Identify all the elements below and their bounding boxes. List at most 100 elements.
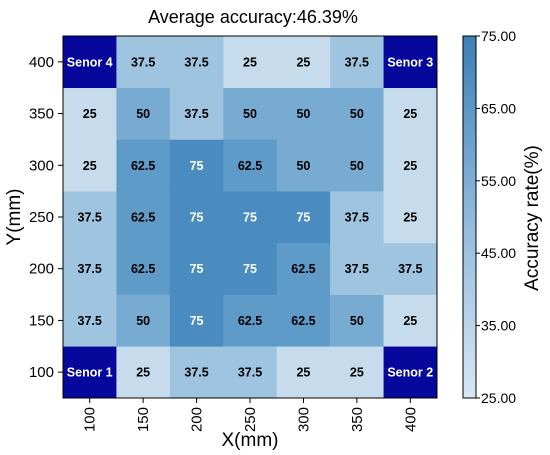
heatmap-cell	[63, 87, 117, 140]
heatmap-cell	[116, 294, 171, 347]
heatmap-cell	[116, 346, 171, 399]
x-tick-label: 400	[402, 407, 419, 432]
x-tick-label: 300	[295, 407, 312, 432]
cell-value-label: 75	[190, 262, 204, 276]
colorbar-gradient	[462, 35, 477, 399]
heatmap-cell	[330, 36, 384, 89]
cell-value-label: 62.5	[131, 262, 155, 276]
heatmap-cell	[276, 87, 331, 140]
y-tick-label: 400	[29, 54, 54, 71]
cell-value-label: 50	[296, 107, 310, 121]
cell-value-label: 25	[296, 366, 310, 380]
heatmap-cell	[169, 294, 224, 347]
cell-value-label: 25	[403, 107, 417, 121]
x-axis-ticks: 100 150 200 250 300 350 400	[82, 398, 419, 432]
heatmap-cell	[383, 242, 438, 295]
heatmap-cell	[223, 191, 278, 244]
cell-value-label: 75	[190, 314, 204, 328]
x-axis-label: X(mm)	[222, 430, 279, 451]
y-tick-label: 350	[29, 106, 54, 123]
sensor-cell	[383, 346, 438, 399]
cell-value-label: 37.5	[238, 366, 262, 380]
cell-value-label: 62.5	[291, 262, 315, 276]
y-tick-label: 100	[29, 364, 54, 381]
heatmap-cell	[223, 139, 278, 192]
heatmap-cell	[330, 87, 384, 140]
heatmap-cell	[330, 294, 384, 347]
colorbar: 25.00 35.00 45.00 55.00 65.00 75.00	[462, 28, 516, 406]
cell-value-label: 25	[243, 55, 257, 69]
cell-value-label: 37.5	[345, 262, 369, 276]
heatmap-cell	[169, 346, 224, 399]
heatmap-cell	[276, 36, 331, 89]
heatmap-cell	[169, 242, 224, 295]
heatmap-cell	[330, 346, 384, 399]
cell-value-label: 37.5	[345, 55, 369, 69]
y-axis-label: Y(mm)	[4, 189, 25, 246]
cell-value-label: 37.5	[78, 314, 102, 328]
x-tick-label: 200	[189, 407, 206, 432]
heatmap-cell	[223, 36, 278, 89]
cell-value-label: 37.5	[345, 211, 369, 225]
heatmap-cell	[63, 294, 117, 347]
cell-value-label: 37.5	[184, 366, 208, 380]
cell-value-label: 50	[136, 314, 150, 328]
colorbar-tick-label: 45.00	[481, 245, 516, 261]
heatmap-cell	[169, 191, 224, 244]
heatmap-cell	[330, 191, 384, 244]
heatmap-cell	[383, 191, 438, 244]
cell-value-label: 37.5	[131, 55, 155, 69]
cell-value-label: 37.5	[78, 262, 102, 276]
y-axis-ticks: 100 150 200 250 300 350 400	[29, 54, 63, 381]
heatmap-cell	[276, 294, 331, 347]
x-tick-label: 100	[82, 407, 99, 432]
heatmap-cell	[63, 191, 117, 244]
colorbar-tick-label: 25.00	[481, 390, 516, 406]
heatmap-cell	[116, 242, 171, 295]
cell-value-label: 62.5	[238, 159, 262, 173]
cell-value-label: 50	[350, 159, 364, 173]
colorbar-tick-label: 55.00	[481, 173, 516, 189]
sensor-cell	[383, 36, 438, 89]
heatmap-cell	[63, 242, 117, 295]
heatmap-cell	[276, 242, 331, 295]
cell-value-label: 50	[243, 107, 257, 121]
cell-value-label: 25	[403, 211, 417, 225]
cell-value-label: 25	[403, 314, 417, 328]
sensor-cell	[63, 346, 117, 399]
heatmap-cell	[330, 242, 384, 295]
sensor-cell	[63, 36, 117, 89]
heatmap-cell	[116, 191, 171, 244]
cell-value-label: 75	[243, 262, 257, 276]
y-tick-label: 300	[29, 157, 54, 174]
cell-value-label: 37.5	[184, 107, 208, 121]
heatmap-cell	[63, 139, 117, 192]
cell-value-label: 50	[136, 107, 150, 121]
cell-value-label: 50	[296, 159, 310, 173]
cell-value-label: 25	[83, 159, 97, 173]
cell-value-label: 75	[296, 211, 310, 225]
heatmap-cell	[330, 139, 384, 192]
sensor-label: Senor 4	[67, 55, 113, 69]
heatmap-cell	[223, 346, 278, 399]
heatmap-cell	[276, 346, 331, 399]
cell-value-label: 25	[350, 366, 364, 380]
x-tick-label: 350	[349, 407, 366, 432]
heatmap-cell	[276, 191, 331, 244]
heatmap-cell	[116, 87, 171, 140]
sensor-label: Senor 2	[387, 366, 433, 380]
heatmap-cells: Senor 1 25 37.5 37.5 25 25 Senor 2 37.5 50 75 62.5…	[63, 36, 438, 399]
cell-value-label: 75	[243, 211, 257, 225]
cell-value-label: 62.5	[131, 159, 155, 173]
heatmap-cell	[383, 294, 438, 347]
cell-value-label: 50	[350, 314, 364, 328]
cell-value-label: 62.5	[131, 211, 155, 225]
cell-value-label: 25	[403, 159, 417, 173]
heatmap-cell	[116, 36, 171, 89]
heatmap-cell	[383, 139, 438, 192]
colorbar-tick-label: 35.00	[481, 318, 516, 334]
cell-value-label: 37.5	[184, 55, 208, 69]
colorbar-tick-label: 75.00	[481, 28, 516, 44]
y-tick-label: 200	[29, 261, 54, 278]
